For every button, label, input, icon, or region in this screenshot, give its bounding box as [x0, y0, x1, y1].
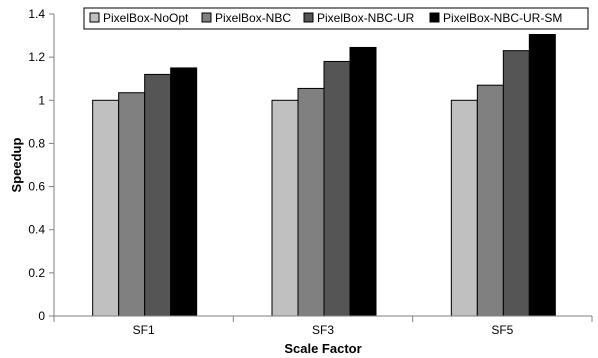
bar-pixelbox-nbc-ur-sf3: [323, 60, 351, 317]
bar-pixelbox-nbc-ur-sf5: [502, 50, 530, 317]
y-tick-label: 0.2: [28, 266, 45, 280]
x-axis-title: Scale Factor: [284, 341, 361, 356]
bar-pixelbox-noopt-sf3: [271, 99, 299, 317]
bar-pixelbox-nbc-sf3: [297, 87, 325, 317]
x-tick-label: SF1: [133, 323, 155, 337]
legend-swatch: [303, 12, 314, 23]
x-axis-ticks: SF1 SF3 SF5: [53, 316, 593, 337]
bar-pixelbox-noopt-sf5: [450, 99, 478, 317]
y-axis-title: Speedup: [9, 137, 24, 192]
x-tick-label: SF5: [491, 323, 513, 337]
y-tick-label: 0.6: [28, 180, 45, 194]
bar-pixelbox-nbc-ur-sm-sf5: [528, 33, 556, 317]
bar-pixelbox-nbc-sf5: [476, 84, 504, 317]
legend-swatch: [201, 12, 212, 23]
legend-label: PixelBox-NBC-UR-SM: [443, 11, 562, 25]
bar-series-group: [92, 33, 556, 317]
bar-pixelbox-nbc-ur-sf1: [144, 73, 172, 317]
legend-swatch: [89, 12, 100, 23]
y-tick-label: 1.2: [28, 50, 45, 64]
bar-pixelbox-nbc-ur-sm-sf3: [349, 46, 377, 317]
y-tick-label: 0.8: [28, 136, 45, 150]
legend-label: PixelBox-NoOpt: [103, 11, 189, 25]
y-tick-label: 1.4: [28, 7, 45, 21]
x-tick-label: SF3: [312, 323, 334, 337]
y-axis-ticks: 0 0.2 0.4 0.6 0.8 1 1.2 1.4: [28, 7, 54, 323]
bar-pixelbox-noopt-sf1: [92, 99, 120, 317]
legend-swatch: [429, 12, 440, 23]
y-tick-label: 0: [38, 309, 45, 323]
bar-pixelbox-nbc-sf1: [118, 92, 146, 317]
legend-label: PixelBox-NBC-UR: [317, 11, 415, 25]
legend: PixelBox-NoOpt PixelBox-NBC PixelBox-NBC-U…: [83, 7, 589, 30]
y-tick-label: 1: [38, 93, 45, 107]
bar-pixelbox-nbc-ur-sm-sf1: [170, 67, 198, 317]
y-tick-label: 0.4: [28, 223, 45, 237]
legend-label: PixelBox-NBC: [215, 11, 291, 25]
